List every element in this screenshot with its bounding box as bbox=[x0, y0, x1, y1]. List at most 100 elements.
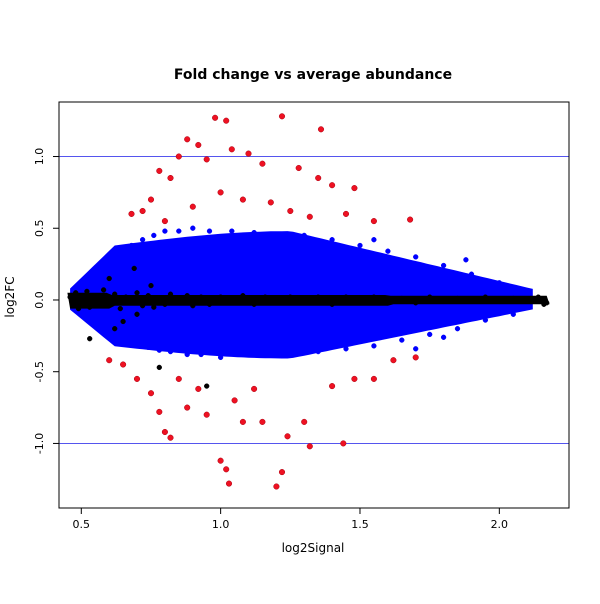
x-tick-label-3: 2.0 bbox=[491, 518, 509, 531]
point-s2-24 bbox=[267, 199, 274, 206]
point-s1-47 bbox=[463, 257, 469, 263]
point-s1-18 bbox=[176, 228, 182, 234]
point-s0-20 bbox=[156, 295, 162, 302]
point-s2-49 bbox=[340, 440, 347, 447]
point-s2-50 bbox=[329, 383, 336, 390]
point-s2-42 bbox=[239, 418, 246, 425]
point-s2-43 bbox=[259, 418, 266, 425]
point-s0-10 bbox=[100, 287, 107, 293]
point-s2-36 bbox=[167, 434, 174, 441]
point-s2-8 bbox=[175, 153, 182, 160]
point-s0-17 bbox=[139, 303, 146, 309]
point-s1-49 bbox=[413, 346, 419, 352]
point-s1-40 bbox=[440, 262, 447, 269]
point-s0-44 bbox=[427, 294, 433, 300]
point-s0-13 bbox=[117, 305, 123, 312]
point-s2-32 bbox=[133, 375, 141, 382]
point-s1-38 bbox=[413, 254, 419, 260]
point-s0-2 bbox=[73, 290, 79, 296]
point-s2-39 bbox=[217, 457, 224, 464]
point-s1-30 bbox=[301, 232, 307, 239]
point-s0-34 bbox=[287, 294, 293, 300]
point-s0-14 bbox=[123, 294, 129, 300]
point-s1-46 bbox=[524, 288, 530, 295]
point-s1-13 bbox=[145, 344, 151, 350]
point-s2-11 bbox=[295, 164, 302, 172]
point-s1-41 bbox=[454, 326, 461, 332]
point-s1-32 bbox=[329, 237, 335, 243]
point-s0-11 bbox=[106, 301, 112, 307]
point-s2-26 bbox=[306, 213, 313, 220]
point-s2-48 bbox=[306, 443, 313, 450]
point-s1-42 bbox=[468, 271, 475, 277]
point-s1-2 bbox=[92, 271, 98, 277]
point-s0-49 bbox=[496, 298, 502, 305]
point-s0-8 bbox=[92, 295, 98, 302]
point-s0-5 bbox=[81, 300, 87, 306]
point-s1-15 bbox=[156, 347, 162, 353]
point-s0-32 bbox=[262, 294, 268, 300]
point-s0-23 bbox=[176, 300, 182, 306]
point-s2-30 bbox=[106, 357, 113, 364]
chart-title: Fold change vs average abundance bbox=[174, 67, 452, 83]
x-axis-label: log2Signal bbox=[282, 541, 345, 555]
point-s2-1 bbox=[223, 117, 230, 124]
point-s1-6 bbox=[112, 254, 118, 260]
point-s0-45 bbox=[440, 298, 447, 305]
point-s2-20 bbox=[161, 218, 168, 225]
point-s0-57 bbox=[156, 364, 162, 371]
point-s2-28 bbox=[370, 218, 377, 225]
point-s2-53 bbox=[390, 357, 397, 364]
point-s0-26 bbox=[198, 294, 204, 300]
point-s1-5 bbox=[106, 333, 112, 339]
point-s0-6 bbox=[84, 288, 90, 295]
point-s0-36 bbox=[315, 294, 321, 300]
x-tick-label-0: 0.5 bbox=[73, 518, 91, 531]
point-s2-19 bbox=[128, 210, 135, 217]
point-s1-21 bbox=[198, 351, 204, 358]
point-s2-6 bbox=[228, 146, 235, 153]
point-s0-25 bbox=[190, 303, 196, 309]
y-tick-label-1: -0.5 bbox=[33, 361, 46, 382]
y-tick-label-4: 1.0 bbox=[33, 148, 46, 166]
point-s0-19 bbox=[151, 304, 157, 310]
point-s1-29 bbox=[287, 351, 293, 358]
point-cloud-bands bbox=[67, 231, 550, 359]
point-s0-7 bbox=[87, 304, 93, 310]
point-s1-27 bbox=[262, 351, 268, 358]
blue-point-cloud bbox=[70, 231, 533, 359]
point-s0-60 bbox=[120, 318, 126, 325]
point-s0-31 bbox=[251, 301, 257, 307]
point-s2-27 bbox=[342, 210, 350, 217]
point-s1-44 bbox=[496, 280, 502, 286]
point-s2-37 bbox=[184, 404, 191, 411]
y-tick-label-2: 0.0 bbox=[33, 291, 46, 309]
point-s2-5 bbox=[195, 141, 202, 149]
point-s1-11 bbox=[134, 343, 140, 349]
point-s1-10 bbox=[128, 242, 135, 249]
point-s1-26 bbox=[251, 229, 257, 236]
point-s2-14 bbox=[351, 185, 358, 192]
point-s2-52 bbox=[370, 375, 377, 382]
point-s2-22 bbox=[217, 189, 224, 196]
point-s1-35 bbox=[371, 343, 377, 349]
point-s2-44 bbox=[273, 483, 280, 490]
point-s1-23 bbox=[217, 354, 224, 361]
point-s0-54 bbox=[544, 300, 550, 306]
point-s2-18 bbox=[139, 207, 146, 215]
point-s2-7 bbox=[245, 150, 252, 157]
point-s1-25 bbox=[240, 351, 246, 358]
x-tick-label-1: 1.0 bbox=[212, 518, 230, 531]
point-s2-41 bbox=[225, 480, 233, 487]
point-s2-13 bbox=[329, 182, 336, 189]
point-s0-47 bbox=[468, 297, 475, 303]
point-s0-56 bbox=[112, 326, 118, 332]
point-s2-17 bbox=[147, 196, 155, 203]
point-s1-39 bbox=[427, 331, 433, 338]
point-s0-59 bbox=[106, 275, 112, 282]
point-s1-3 bbox=[95, 326, 101, 332]
point-s2-4 bbox=[184, 136, 191, 143]
y-tick-label-0: -1.0 bbox=[33, 433, 46, 454]
point-s0-0 bbox=[67, 294, 73, 300]
